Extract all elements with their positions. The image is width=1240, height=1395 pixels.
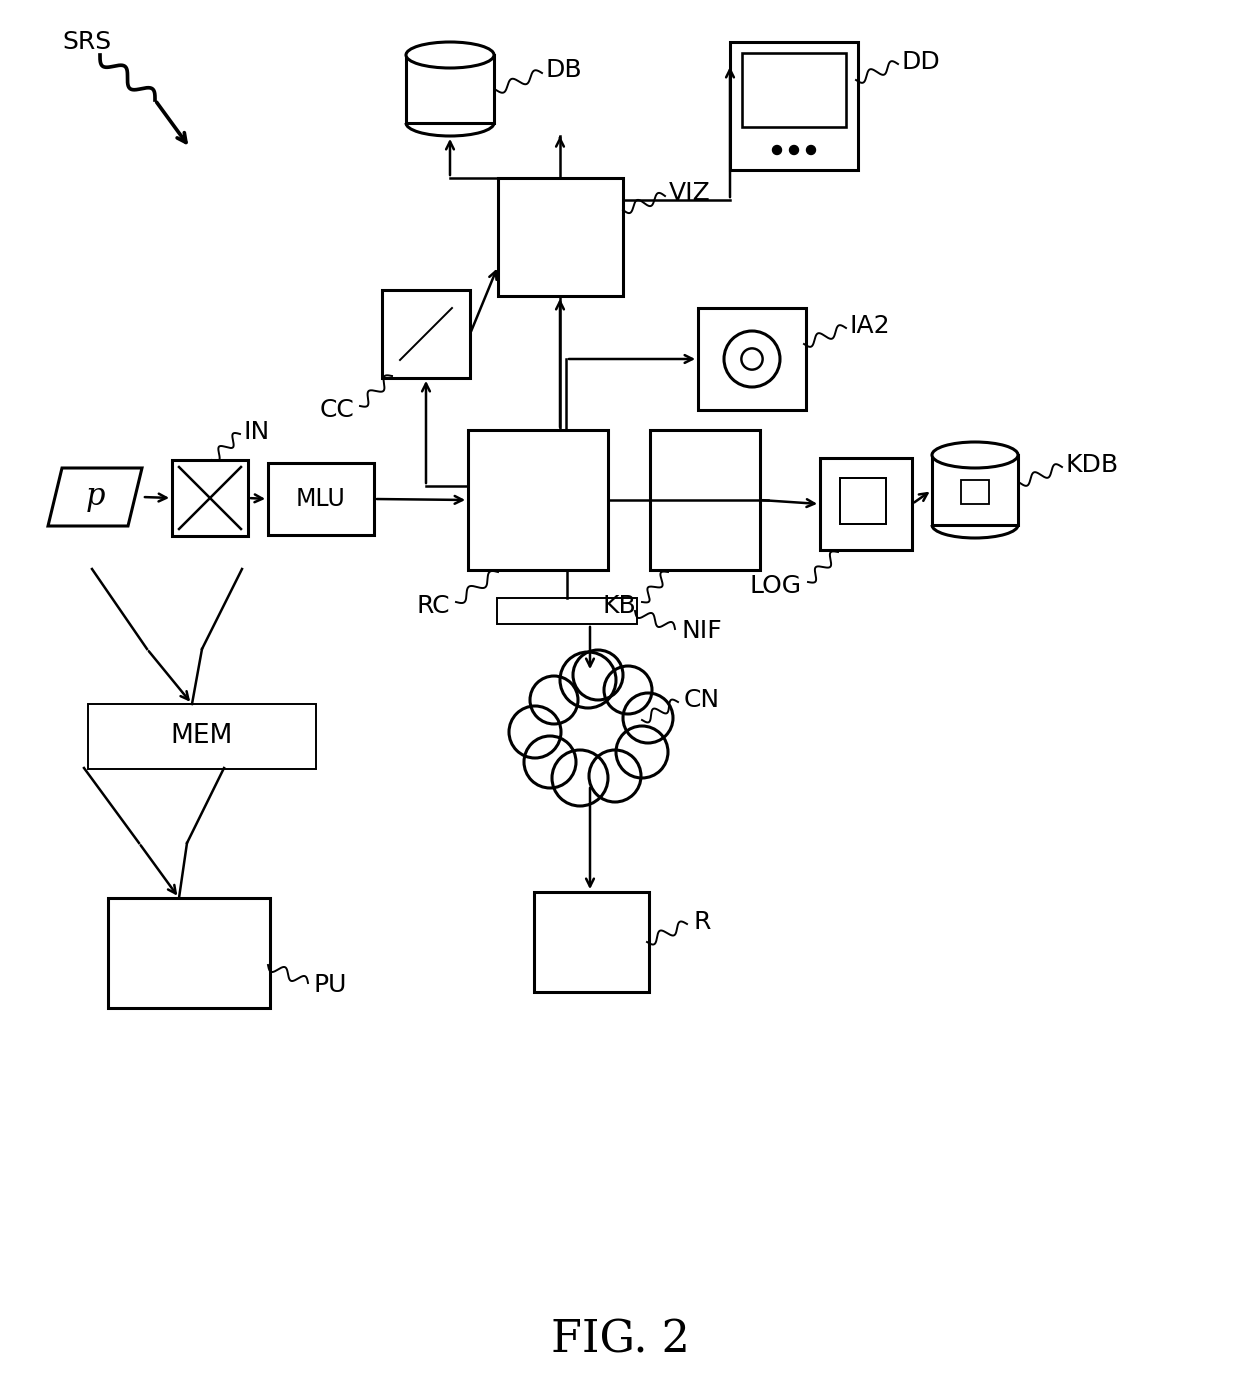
Text: SRS: SRS xyxy=(62,31,112,54)
Bar xyxy=(534,891,649,992)
Bar xyxy=(730,42,858,170)
Bar xyxy=(108,898,270,1009)
Text: IN: IN xyxy=(244,420,270,444)
Circle shape xyxy=(724,331,780,386)
Bar xyxy=(698,308,806,410)
Circle shape xyxy=(560,651,616,709)
Text: MLU: MLU xyxy=(296,487,346,511)
Circle shape xyxy=(573,650,622,700)
Text: FIG. 2: FIG. 2 xyxy=(551,1318,689,1362)
Bar xyxy=(742,53,846,127)
Circle shape xyxy=(616,725,668,778)
Text: CN: CN xyxy=(684,688,720,711)
Ellipse shape xyxy=(405,42,494,68)
Circle shape xyxy=(529,677,578,724)
Bar xyxy=(820,458,911,550)
Polygon shape xyxy=(48,467,143,526)
Circle shape xyxy=(589,751,641,802)
Bar xyxy=(650,430,760,571)
Circle shape xyxy=(742,349,763,370)
Circle shape xyxy=(552,751,608,806)
Bar xyxy=(172,460,248,536)
Circle shape xyxy=(806,145,816,155)
Circle shape xyxy=(604,665,652,714)
Bar xyxy=(497,598,637,624)
Text: MEM: MEM xyxy=(171,723,233,749)
Text: IA2: IA2 xyxy=(849,314,890,338)
Text: DB: DB xyxy=(546,59,583,82)
Bar xyxy=(961,480,990,504)
Bar xyxy=(268,463,374,536)
Bar xyxy=(498,179,622,296)
Text: CC: CC xyxy=(319,398,353,423)
Text: KB: KB xyxy=(603,594,636,618)
Circle shape xyxy=(773,145,781,155)
Text: NIF: NIF xyxy=(681,619,722,643)
Bar xyxy=(88,704,316,769)
Text: PU: PU xyxy=(314,972,347,997)
Circle shape xyxy=(790,145,799,155)
Text: KDB: KDB xyxy=(1066,453,1120,477)
Bar xyxy=(467,430,608,571)
Bar xyxy=(841,478,887,525)
Text: R: R xyxy=(693,910,711,935)
Text: RC: RC xyxy=(417,594,450,618)
Text: DD: DD xyxy=(901,50,941,74)
Bar xyxy=(932,455,1018,525)
Ellipse shape xyxy=(932,442,1018,467)
Bar xyxy=(382,290,470,378)
Text: p: p xyxy=(86,481,104,512)
Text: LOG: LOG xyxy=(750,573,802,598)
Ellipse shape xyxy=(537,692,642,771)
Bar xyxy=(405,54,494,123)
Circle shape xyxy=(525,737,577,788)
Circle shape xyxy=(508,706,560,757)
Circle shape xyxy=(622,693,673,744)
Text: VIZ: VIZ xyxy=(670,181,711,205)
